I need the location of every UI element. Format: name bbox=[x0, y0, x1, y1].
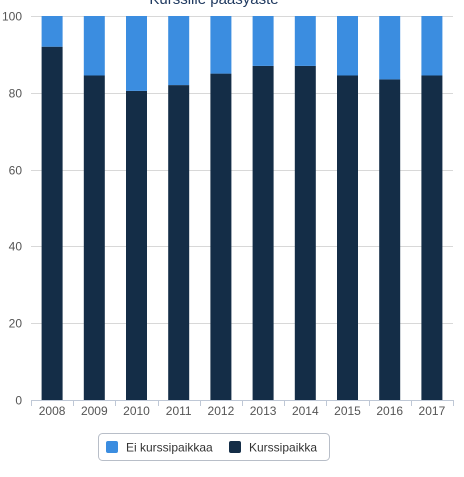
bar-segment-2012-series-0 bbox=[210, 73, 232, 400]
x-tick-label: 2008 bbox=[39, 404, 66, 418]
bar-segment-2009-series-0 bbox=[83, 75, 105, 400]
y-tick-label: 100 bbox=[2, 10, 22, 24]
bar-segment-2011-series-1 bbox=[168, 16, 190, 86]
chart-title: Kurssille pääsyaste bbox=[149, 0, 278, 8]
legend-label: Kurssipaikka bbox=[249, 441, 317, 455]
legend: Ei kurssipaikkaa Kurssipaikka bbox=[98, 433, 330, 461]
bar-segment-2012-series-1 bbox=[210, 16, 232, 74]
bar-segment-2013-series-0 bbox=[252, 65, 274, 401]
x-tick-label: 2016 bbox=[376, 404, 403, 418]
y-tick-label: 40 bbox=[9, 240, 23, 254]
bar-segment-2017-series-0 bbox=[421, 75, 443, 400]
bar-segment-2017-series-1 bbox=[421, 16, 443, 76]
x-tick-label: 2012 bbox=[208, 404, 235, 418]
legend-swatch bbox=[229, 441, 241, 453]
x-tick-label: 2013 bbox=[250, 404, 277, 418]
bar-segment-2014-series-1 bbox=[294, 16, 316, 66]
bar-segment-2016-series-1 bbox=[379, 16, 401, 80]
y-tick-label: 60 bbox=[9, 164, 23, 178]
bar-segment-2011-series-0 bbox=[168, 85, 190, 400]
bar-segment-2008-series-1 bbox=[41, 16, 63, 47]
x-tick-label: 2010 bbox=[123, 404, 150, 418]
y-tick-label: 80 bbox=[9, 87, 23, 101]
bar-segment-2016-series-0 bbox=[379, 79, 401, 401]
y-tick-label: 0 bbox=[15, 394, 22, 408]
x-tick-label: 2017 bbox=[419, 404, 446, 418]
bar-segment-2015-series-0 bbox=[337, 75, 358, 400]
bar-segment-2008-series-0 bbox=[41, 46, 63, 400]
bar-segment-2010-series-0 bbox=[126, 90, 147, 401]
legend-label: Ei kurssipaikkaa bbox=[126, 441, 213, 455]
x-tick-label: 2014 bbox=[292, 404, 319, 418]
legend-swatch bbox=[106, 441, 118, 453]
x-tick-label: 2009 bbox=[81, 404, 108, 418]
y-axis: 0 20 40 60 80 100 bbox=[2, 10, 22, 408]
bar-segment-2015-series-1 bbox=[337, 16, 358, 76]
x-axis: 2008 2009 2010 2011 2012 2013 2014 2015 2016 2017 bbox=[31, 400, 454, 418]
x-tick-label: 2011 bbox=[166, 404, 192, 418]
y-tick-label: 20 bbox=[9, 317, 23, 331]
bars bbox=[41, 16, 443, 401]
bar-segment-2013-series-1 bbox=[252, 16, 274, 66]
legend-box bbox=[98, 433, 330, 461]
bar-segment-2014-series-0 bbox=[294, 65, 316, 401]
x-tick-label: 2015 bbox=[334, 404, 361, 418]
bar-segment-2010-series-1 bbox=[126, 16, 147, 91]
bar-segment-2009-series-1 bbox=[83, 16, 105, 76]
